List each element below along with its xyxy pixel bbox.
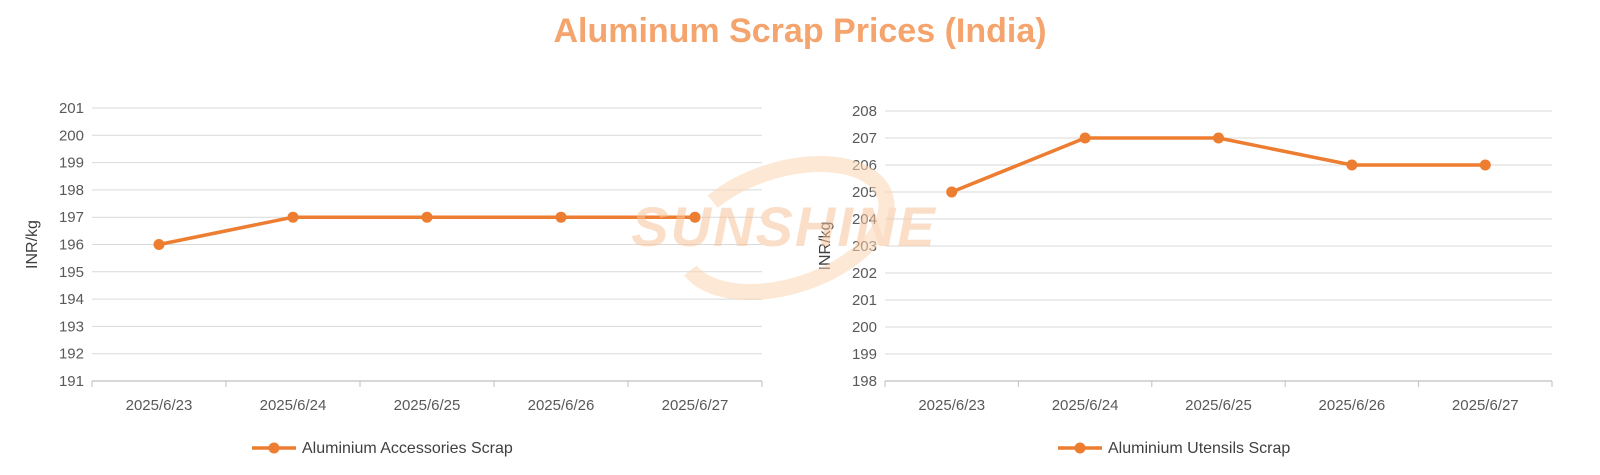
- data-point: [1346, 159, 1358, 171]
- x-tick-label: 2025/6/24: [1052, 397, 1119, 414]
- y-tick-label: 201: [59, 100, 84, 117]
- watermark-text: SUNSHINE: [631, 195, 936, 258]
- y-tick-label: 198: [852, 373, 877, 390]
- y-tick-label: 192: [59, 346, 84, 363]
- data-point: [1479, 159, 1491, 171]
- y-tick-label: 200: [59, 127, 84, 144]
- x-tick-label: 2025/6/27: [662, 397, 729, 414]
- y-tick-label: 196: [59, 237, 84, 254]
- data-point: [153, 239, 165, 250]
- y-tick-label: 195: [59, 264, 84, 281]
- chart-1: 191 192 193 194 195 196 197 198 199 200 201 2025/6/…: [24, 100, 763, 457]
- legend-marker: [1074, 442, 1086, 454]
- y-tick-label: 194: [59, 291, 84, 308]
- y-axis-label: INR/kg: [24, 220, 41, 269]
- y-tick-label: 197: [59, 209, 84, 226]
- y-axis-label: INR/kg: [817, 222, 834, 271]
- y-tick-label: 204: [852, 211, 877, 228]
- data-point: [946, 186, 958, 198]
- y-tick-label: 208: [852, 103, 877, 120]
- x-tick-label: 2025/6/23: [918, 397, 985, 414]
- y-tick-label: 193: [59, 318, 84, 335]
- x-tick-label: 2025/6/25: [394, 397, 461, 414]
- watermark-logo: SUNSHINE: [631, 156, 936, 300]
- data-point: [555, 211, 567, 223]
- y-tick-label: 201: [852, 292, 877, 309]
- x-tick-label: 2025/6/24: [260, 397, 327, 414]
- y-tick-label: 200: [852, 319, 877, 336]
- y-tick-label: 198: [59, 182, 84, 199]
- x-tick-label: 2025/6/26: [528, 397, 595, 414]
- legend-label: Aluminium Accessories Scrap: [302, 440, 513, 457]
- y-tick-label: 199: [59, 155, 84, 172]
- watermark-swoosh: [675, 156, 895, 300]
- x-tick-label: 2025/6/23: [126, 397, 193, 414]
- x-tick-label: 2025/6/27: [1452, 397, 1519, 414]
- legend-marker: [268, 442, 280, 454]
- data-point: [1213, 132, 1224, 144]
- legend-label: Aluminium Utensils Scrap: [1108, 440, 1290, 457]
- data-point: [689, 211, 701, 223]
- y-tick-label: 199: [852, 346, 877, 363]
- y-tick-label: 207: [852, 130, 877, 147]
- x-tick-label: 2025/6/25: [1185, 397, 1252, 414]
- y-tick-label: 191: [59, 373, 84, 390]
- x-tick-label: 2025/6/26: [1319, 397, 1386, 414]
- y-tick-label: 202: [852, 265, 877, 282]
- chart-2: 1981992002012022032042052062072082025/6/…: [817, 103, 1553, 457]
- data-point: [287, 211, 299, 223]
- data-point: [1079, 132, 1091, 144]
- y-tick-label: 205: [852, 184, 877, 201]
- data-point: [421, 211, 433, 223]
- chart-title: Aluminum Scrap Prices (India): [553, 12, 1047, 50]
